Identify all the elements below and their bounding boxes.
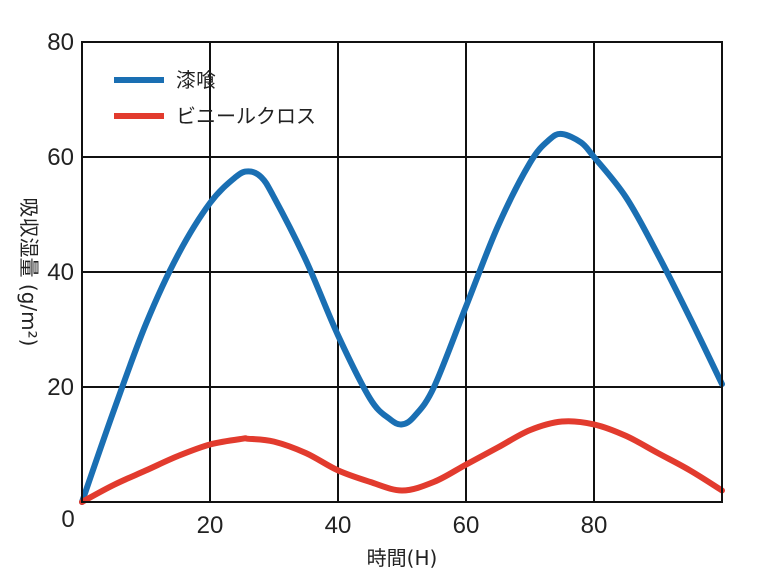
x-tick-label-60: 60 xyxy=(453,512,480,539)
legend-label-2: ビニールクロス xyxy=(176,104,316,128)
plot-frame xyxy=(81,41,723,503)
x-tick-label-40: 40 xyxy=(325,512,352,539)
series-line-2 xyxy=(79,418,725,505)
series-line-1 xyxy=(79,130,725,505)
origin-tick-label: 0 xyxy=(61,506,74,533)
y-tick-label-80: 80 xyxy=(47,29,74,56)
y-tick-label-60: 60 xyxy=(47,144,74,171)
series-layer xyxy=(79,130,725,505)
x-axis-label: 時間(H) xyxy=(367,546,438,570)
tick-labels: 20 40 60 80 20 40 60 80 0 xyxy=(47,29,607,539)
grid xyxy=(82,41,722,502)
x-tick-label-20: 20 xyxy=(197,512,224,539)
y-tick-label-20: 20 xyxy=(47,374,74,401)
plot-border xyxy=(81,41,723,503)
legend-label-1: 漆喰 xyxy=(176,68,216,92)
x-tick-label-80: 80 xyxy=(581,512,608,539)
y-axis-label: 吸収湿量 (g/m²) xyxy=(17,198,41,347)
y-tick-label-40: 40 xyxy=(47,259,74,286)
axis-labels: 時間(H) 吸収湿量 (g/m²) xyxy=(17,198,437,570)
